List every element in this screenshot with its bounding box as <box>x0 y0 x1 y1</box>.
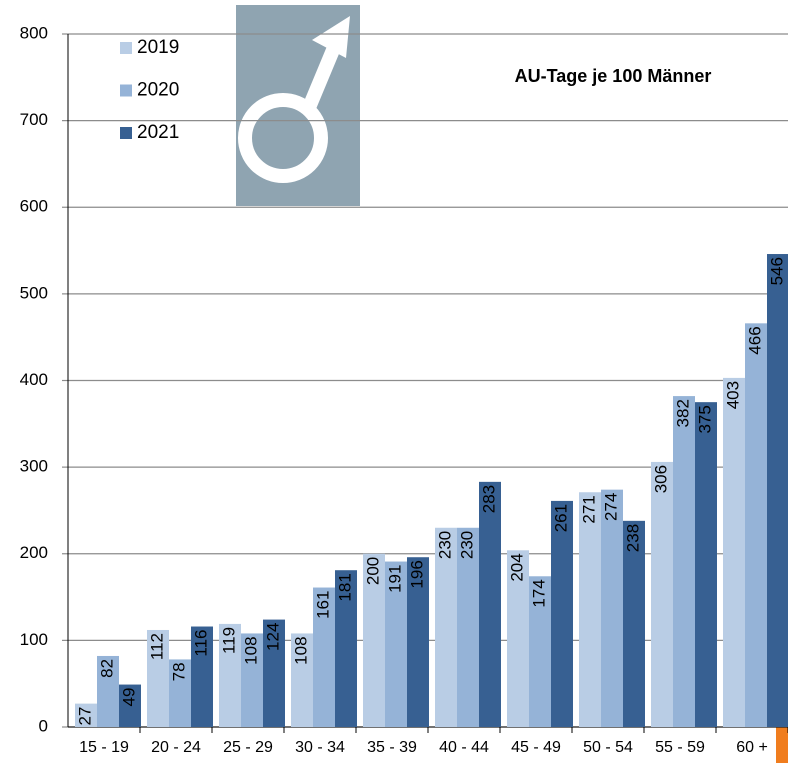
x-tick-label: 30 - 34 <box>295 739 345 756</box>
value-label: 78 <box>169 662 188 681</box>
bar <box>745 323 767 727</box>
male-icon <box>236 5 360 206</box>
corner-mark <box>776 722 788 763</box>
y-tick-label: 300 <box>20 457 48 476</box>
value-label: 174 <box>529 579 548 607</box>
y-tick-label: 200 <box>20 543 48 562</box>
bar <box>479 481 501 727</box>
bar <box>601 489 623 727</box>
value-label: 108 <box>241 636 260 664</box>
legend-swatch <box>120 42 132 54</box>
x-tick-label: 15 - 19 <box>79 739 129 756</box>
y-tick-label: 400 <box>20 370 48 389</box>
value-label: 112 <box>147 633 166 660</box>
bar <box>385 561 407 727</box>
bar <box>623 520 645 727</box>
y-tick-label: 500 <box>20 283 48 302</box>
bar <box>147 629 169 727</box>
value-label: 181 <box>335 573 354 601</box>
value-label: 116 <box>191 630 210 657</box>
chart-title: AU-Tage je 100 Männer <box>515 66 712 86</box>
value-label: 82 <box>97 659 116 678</box>
legend-label: 2021 <box>137 122 179 143</box>
bar <box>673 396 695 727</box>
bar <box>723 377 745 727</box>
value-label: 200 <box>363 557 382 585</box>
bar <box>75 703 97 727</box>
value-label: 382 <box>673 399 692 427</box>
value-label: 196 <box>407 560 426 588</box>
value-label: 230 <box>457 531 476 559</box>
value-label: 27 <box>75 707 94 726</box>
value-label: 108 <box>291 636 310 664</box>
value-label: 124 <box>263 623 282 651</box>
x-tick-label: 60 + <box>736 739 768 756</box>
bar <box>457 527 479 727</box>
bar <box>695 402 717 727</box>
x-tick-label: 50 - 54 <box>583 739 633 756</box>
legend-label: 2020 <box>137 80 179 101</box>
legend-swatch <box>120 84 132 97</box>
x-tick-label: 55 - 59 <box>655 739 705 756</box>
y-tick-label: 0 <box>39 716 48 735</box>
x-tick-label: 40 - 44 <box>439 739 489 756</box>
bar <box>219 623 241 727</box>
value-label: 261 <box>551 504 570 532</box>
y-tick-label: 800 <box>20 23 48 42</box>
value-label: 271 <box>579 495 598 523</box>
value-label: 306 <box>651 465 670 493</box>
value-label: 230 <box>435 531 454 559</box>
value-label: 238 <box>623 524 642 552</box>
bar <box>651 461 673 727</box>
bar <box>291 633 313 727</box>
value-label: 191 <box>385 565 404 593</box>
bar <box>551 500 573 727</box>
x-tick-label: 25 - 29 <box>223 739 273 756</box>
bar <box>191 626 213 727</box>
y-tick-label: 100 <box>20 630 48 649</box>
y-tick-label: 700 <box>20 110 48 129</box>
x-tick-label: 20 - 24 <box>151 739 201 756</box>
x-tick-label: 45 - 49 <box>511 739 561 756</box>
value-label: 204 <box>507 553 526 581</box>
bar <box>407 557 429 727</box>
bar <box>313 587 335 727</box>
bar <box>241 633 263 727</box>
bar <box>529 576 551 727</box>
bar <box>435 527 457 727</box>
value-label: 546 <box>767 257 786 285</box>
bar <box>579 492 601 727</box>
value-label: 119 <box>219 627 238 654</box>
bar <box>169 659 191 727</box>
legend-label: 2019 <box>137 37 179 58</box>
bar <box>507 550 529 727</box>
bar <box>97 655 119 727</box>
value-label: 161 <box>313 591 332 619</box>
bar <box>363 553 385 727</box>
value-label: 283 <box>479 485 498 513</box>
y-tick-label: 600 <box>20 197 48 216</box>
value-label: 49 <box>119 688 138 707</box>
x-tick-label: 35 - 39 <box>367 739 417 756</box>
bar <box>263 619 285 727</box>
value-label: 375 <box>695 405 714 433</box>
bar <box>335 570 357 727</box>
bar <box>767 254 788 727</box>
bar <box>119 684 141 727</box>
value-label: 466 <box>745 326 764 354</box>
value-label: 403 <box>723 381 742 409</box>
value-label: 274 <box>601 493 620 521</box>
legend-swatch <box>120 127 132 139</box>
